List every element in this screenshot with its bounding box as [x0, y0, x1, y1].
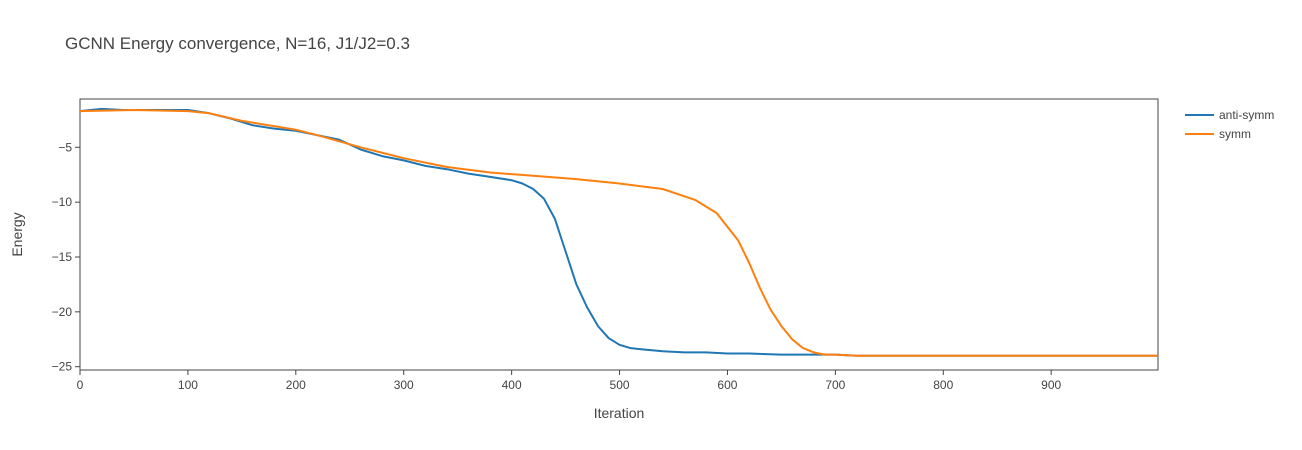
- series-line-anti-symm: [79, 107, 1158, 357]
- series-line-symm: [79, 109, 1158, 357]
- x-tick-label: 300: [394, 378, 414, 392]
- x-tick-label: 100: [178, 378, 198, 392]
- chart-title: GCNN Energy convergence, N=16, J1/J2=0.3: [65, 34, 410, 53]
- y-axis-title: Energy: [9, 212, 25, 256]
- legend-item-anti-symm[interactable]: anti-symm: [1185, 108, 1274, 122]
- x-tick-label: 900: [1041, 378, 1061, 392]
- series-layer: [79, 107, 1158, 357]
- x-tick-label: 600: [717, 378, 737, 392]
- y-tick-label: −25: [52, 360, 73, 374]
- x-tick-label: 400: [502, 378, 522, 392]
- y-tick-label: −20: [52, 305, 73, 319]
- x-tick-label: 0: [77, 378, 84, 392]
- x-tick-label: 800: [933, 378, 953, 392]
- x-tick-label: 500: [610, 378, 630, 392]
- x-axis-title: Iteration: [594, 405, 645, 421]
- y-tick-label: −10: [52, 195, 73, 209]
- legend-item-symm[interactable]: symm: [1185, 127, 1251, 141]
- legend[interactable]: anti-symm symm: [1185, 108, 1274, 141]
- legend-label: anti-symm: [1219, 108, 1274, 122]
- legend-label: symm: [1219, 127, 1251, 141]
- x-tick-label: 200: [286, 378, 306, 392]
- x-tick-label: 700: [825, 378, 845, 392]
- y-tick-label: −15: [52, 250, 73, 264]
- y-tick-label: −5: [58, 140, 72, 154]
- axes-layer: 0 100 200 300 400 500 600 700 800 900 −5 −10 −15 −20 −…: [52, 98, 1159, 392]
- plot-frame: [79, 98, 1159, 371]
